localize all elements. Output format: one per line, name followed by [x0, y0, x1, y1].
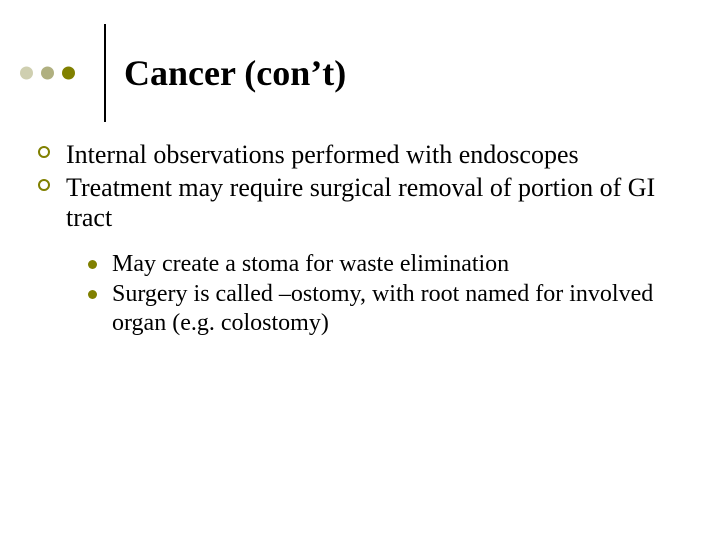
sub-bullet-icon	[88, 250, 112, 269]
list-item: May create a stoma for waste elimination	[88, 250, 690, 278]
dot-icon	[20, 67, 33, 80]
dot-icon	[41, 67, 54, 80]
list-item: Internal observations performed with end…	[38, 140, 690, 171]
decorative-dots	[20, 67, 75, 80]
sub-bullet-text: May create a stoma for waste elimination	[112, 250, 690, 278]
dot-icon	[62, 67, 75, 80]
bullet-icon	[38, 173, 66, 191]
slide-title: Cancer (con’t)	[124, 52, 346, 94]
bullet-text: Treatment may require surgical removal o…	[66, 173, 690, 234]
slide-content: Internal observations performed with end…	[38, 140, 690, 339]
list-item: Treatment may require surgical removal o…	[38, 173, 690, 234]
bullet-icon	[38, 140, 66, 158]
vertical-divider	[104, 24, 106, 122]
bullet-text: Internal observations performed with end…	[66, 140, 690, 171]
list-item: Surgery is called –ostomy, with root nam…	[88, 280, 690, 337]
sub-list: May create a stoma for waste elimination…	[88, 250, 690, 337]
slide-header: Cancer (con’t)	[0, 28, 720, 118]
sub-bullet-text: Surgery is called –ostomy, with root nam…	[112, 280, 690, 337]
slide: Cancer (con’t) Internal observations per…	[0, 0, 720, 540]
sub-bullet-icon	[88, 280, 112, 299]
